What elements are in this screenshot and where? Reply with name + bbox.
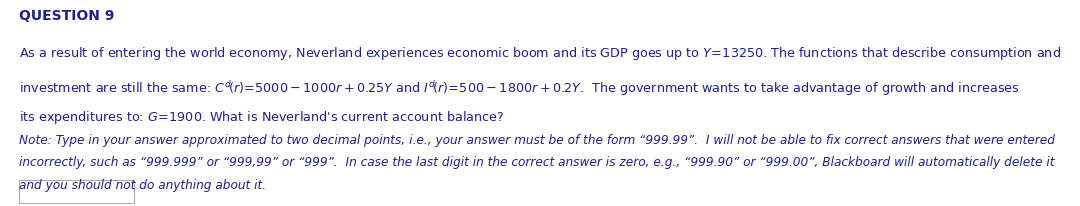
- Text: its expenditures to: $G\!=\!1900$. What is Neverland's current account balance?: its expenditures to: $G\!=\!1900$. What …: [18, 108, 504, 125]
- Text: Note: Type in your answer approximated to two decimal points, i.e., your answer : Note: Type in your answer approximated t…: [18, 133, 1055, 146]
- Text: investment are still the same: $C^d\!(r)\!=\!5000-1000r+0.25Y$ and $I^d\!(r)\!=\: investment are still the same: $C^d\!(r)…: [18, 78, 1020, 97]
- Text: As a result of entering the world economy, Neverland experiences economic boom a: As a result of entering the world econom…: [18, 44, 1061, 61]
- Text: QUESTION 9: QUESTION 9: [18, 9, 114, 23]
- FancyBboxPatch shape: [18, 180, 135, 203]
- Text: and you should not do anything about it.: and you should not do anything about it.: [18, 178, 266, 191]
- Text: incorrectly, such as “999.999” or “999,99” or “999”.  In case the last digit in : incorrectly, such as “999.999” or “999,9…: [18, 156, 1054, 169]
